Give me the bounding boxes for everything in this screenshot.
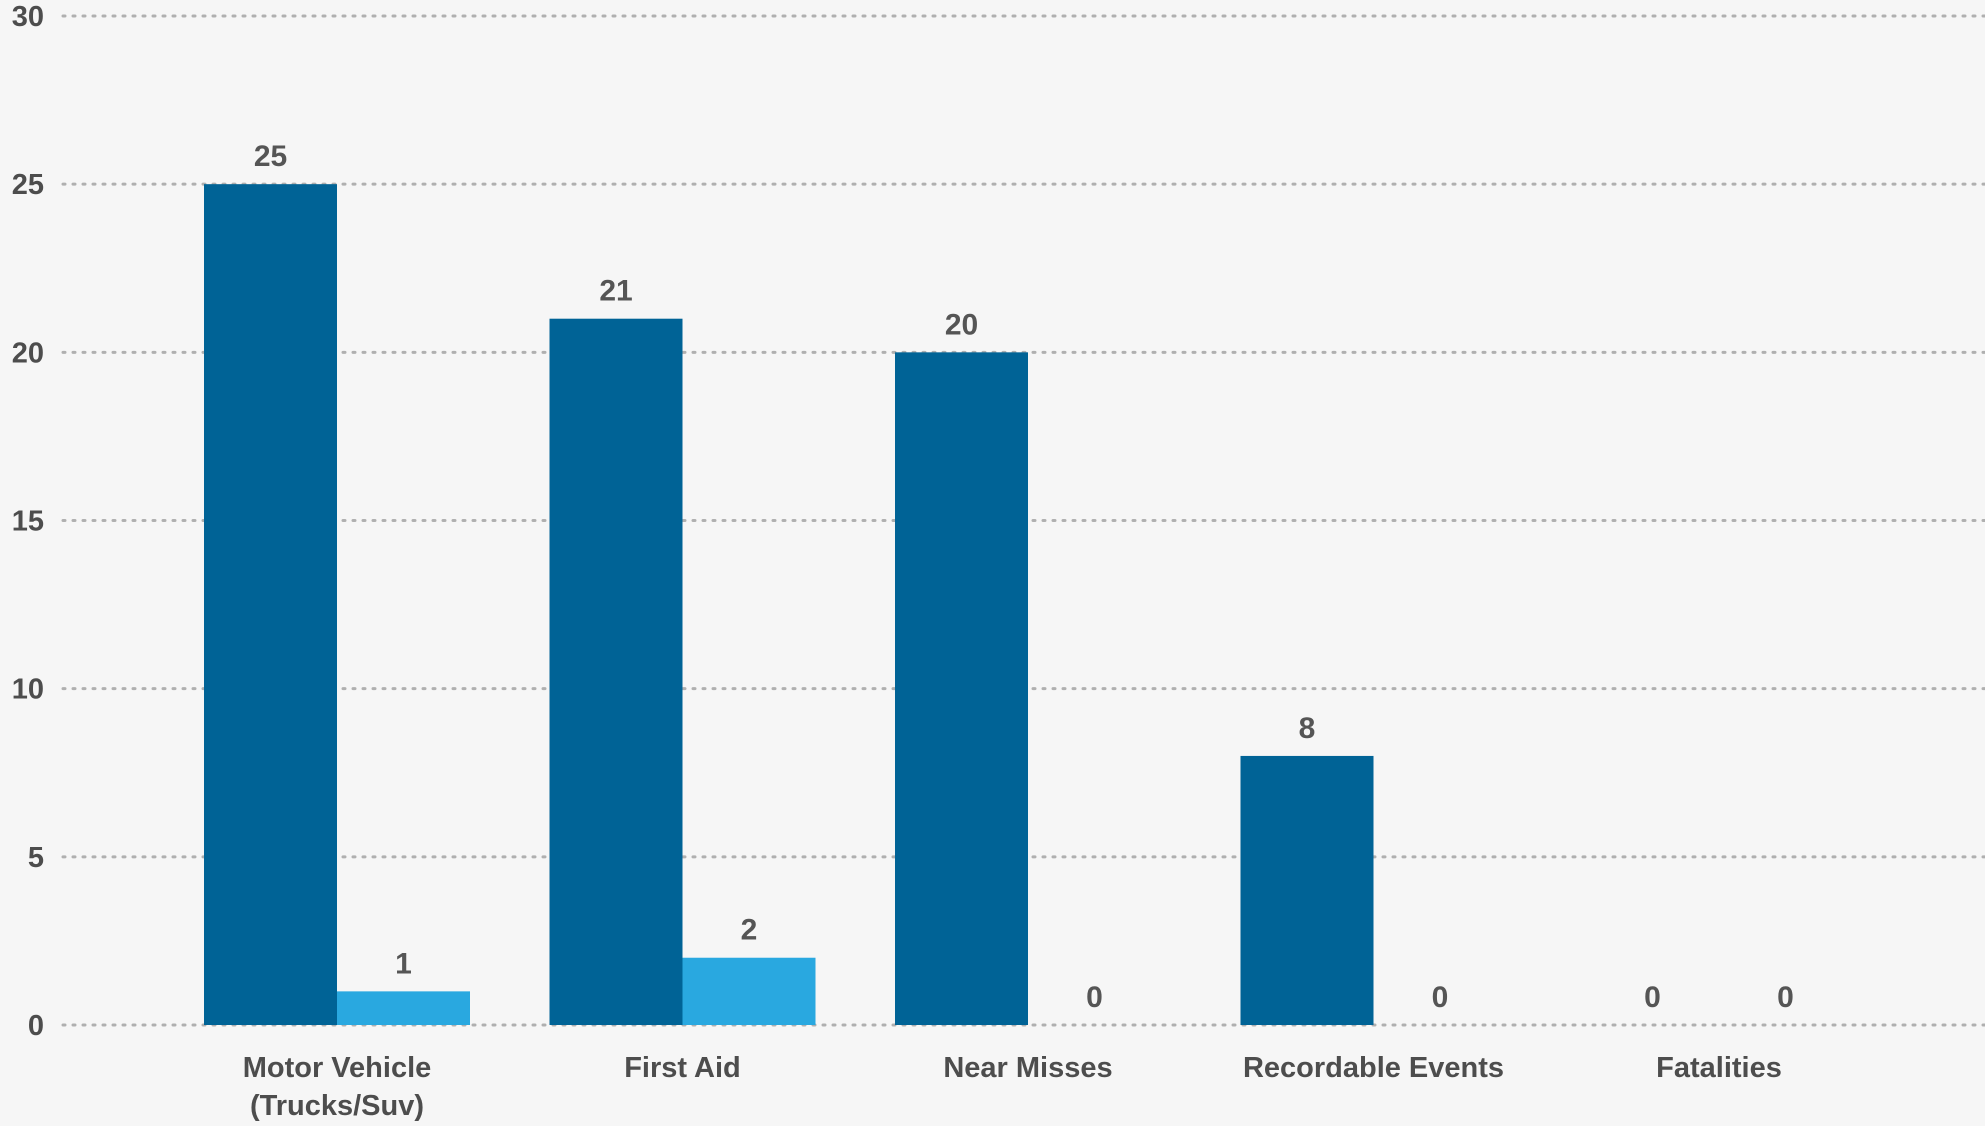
data-label-series-2-cat-2: 2 xyxy=(741,914,758,947)
bar-series-1-cat-4 xyxy=(1240,755,1374,1025)
x-category-label-line: (Trucks/Suv) xyxy=(250,1090,424,1121)
bar-series-1-cat-3 xyxy=(895,352,1028,1025)
data-label-series-2-cat-3: 0 xyxy=(1086,981,1103,1014)
x-category-label-line: First Aid xyxy=(624,1052,741,1084)
bars xyxy=(204,184,1374,1025)
data-label-series-1-cat-5: 0 xyxy=(1644,981,1661,1014)
data-label-series-1-cat-1: 25 xyxy=(254,140,287,173)
data-label-series-1-cat-4: 8 xyxy=(1299,712,1316,745)
x-category-label: Fatalities xyxy=(1656,1052,1782,1084)
y-tick-label: 20 xyxy=(12,337,44,369)
y-tick-label: 25 xyxy=(12,169,44,201)
data-label-series-2-cat-4: 0 xyxy=(1432,981,1449,1014)
y-tick-label: 15 xyxy=(12,506,44,538)
x-category-label-line: Motor Vehicle xyxy=(243,1052,432,1084)
y-tick-label: 0 xyxy=(28,1010,44,1042)
data-label-series-2-cat-1: 1 xyxy=(395,947,412,980)
x-category-label: First Aid xyxy=(624,1052,741,1084)
x-category-label: Recordable Events xyxy=(1243,1052,1504,1084)
x-category-label: Motor Vehicle (Trucks/Suv) xyxy=(243,1052,432,1122)
x-category-label-line: Recordable Events xyxy=(1243,1052,1504,1084)
bar-series-1-cat-1 xyxy=(204,184,337,1025)
y-tick-label: 30 xyxy=(12,1,44,33)
x-category-label: Near Misses xyxy=(943,1052,1112,1084)
bar-series-1-cat-2 xyxy=(549,318,683,1025)
data-labels: 25 1 21 2 20 0 8 0 0 0 xyxy=(254,140,1794,1014)
data-label-series-2-cat-5: 0 xyxy=(1777,981,1794,1014)
bar-series-2-cat-2 xyxy=(682,957,816,1025)
data-label-series-1-cat-3: 20 xyxy=(945,308,978,341)
y-tick-label: 10 xyxy=(12,674,44,706)
data-label-series-1-cat-2: 21 xyxy=(599,275,632,308)
bar-series-2-cat-1 xyxy=(337,991,470,1025)
y-axis-ticks: 0 5 10 15 20 25 30 xyxy=(12,1,44,1042)
y-tick-label: 5 xyxy=(28,842,44,874)
x-axis-categories: Motor Vehicle (Trucks/Suv) First Aid Near M… xyxy=(243,1052,1782,1122)
x-category-label-line: Fatalities xyxy=(1656,1052,1782,1084)
x-category-label-line: Near Misses xyxy=(943,1052,1112,1084)
